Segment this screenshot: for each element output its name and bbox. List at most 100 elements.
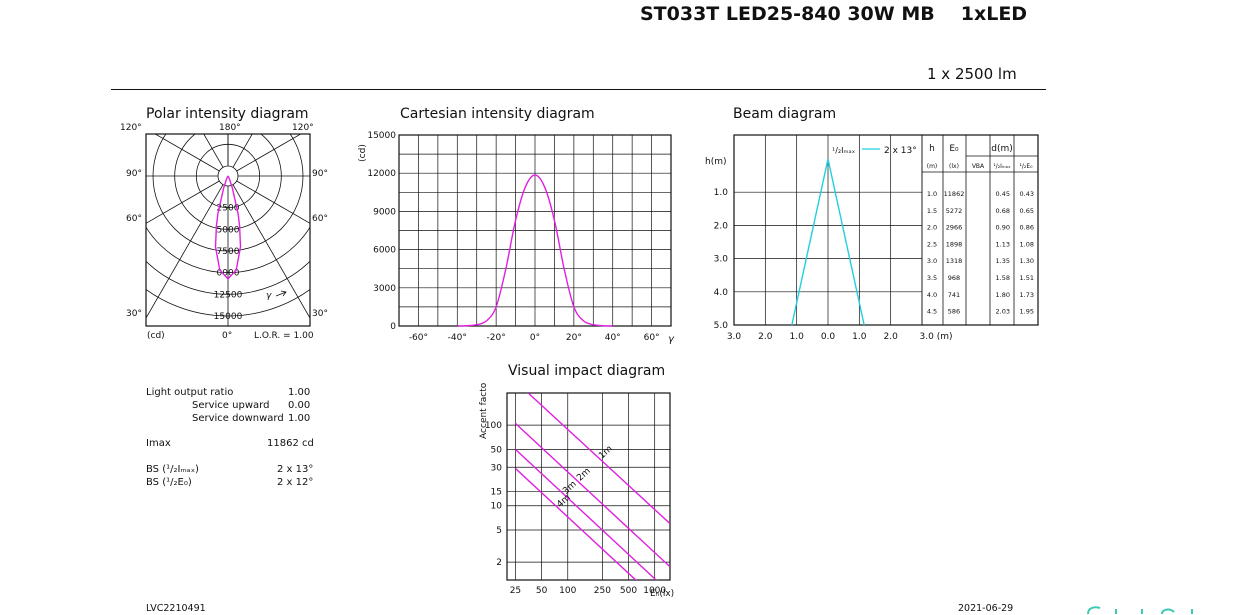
brand-logo-mark [1115,608,1193,615]
polar-angle-label: 120° [292,123,314,133]
brand-logo-mark [1087,606,1101,615]
beam-cone-lines [791,158,865,326]
beam-table-cell: 2966 [946,224,963,232]
visual-impact-x-tick-label: 250 [594,586,611,596]
beam-y-tick-label: 3.0 [714,255,729,265]
product-name: ST033T LED25-840 30W MB [640,3,935,25]
visual-impact-y-tick-label: 30 [491,463,503,473]
visual-impact-series-line [514,422,670,568]
polar-angle-label: 30° [312,309,328,319]
polar-lor-label: L.O.R. = 1.00 [254,331,314,341]
polar-ring [146,288,310,317]
bs-imax-label: BS (¹/₂Iₘₐₓ) [146,464,199,475]
polar-angle-label: 180° [219,123,241,133]
imax-value: 11862 cd [267,438,314,449]
beam-table-cell: 1.13 [996,240,1010,248]
polar-radial-line [232,184,310,319]
beam-table-subheader: ¹/₂Iₘₐₓ [993,163,1011,170]
brand-logo [1082,600,1239,615]
cartesian-y-tick-label: 3000 [373,284,396,294]
led-count: 1xLED [960,3,1028,25]
beam-y-tick-label: 2.0 [714,221,729,231]
polar-radial-line [236,134,302,172]
beam-x-tick-label: 1.0 [790,332,805,342]
beam-table-cell: 0.90 [996,224,1010,232]
luminous-flux: 1 x 2500 lm [927,65,1017,83]
visual-impact-x-tick-label: 100 [559,586,576,596]
cartesian-y-label: (cd) [358,144,368,162]
beam-y-tick-label: 5.0 [714,321,729,331]
polar-intensity-diagram: 2500 5000 7500 0000 12500 15000 120° 180° 120… [120,123,328,341]
cartesian-frame [398,134,672,327]
beam-table-cell: 5272 [946,207,963,215]
lor-value: 1.00 [288,387,311,398]
beam-table-header: d(m) [991,144,1013,154]
beam-table-cell: 1898 [946,240,963,248]
visual-impact-x-label: Eₕ(lx) [650,589,674,599]
visual-impact-x-tick-label: 50 [536,586,548,596]
lor-label: Light output ratio [146,387,234,398]
beam-table-cell: 1.51 [1020,274,1034,282]
footer-code: LVC2210491 [146,603,206,614]
visual-impact-y-tick-label: 100 [485,421,502,431]
bs-e0-value: 2 x 12° [277,477,314,488]
bs-imax-value: 2 x 13° [277,464,314,475]
beam-table-cell: 3.5 [927,274,937,282]
cartesian-intensity-diagram: -60° -40° -20° 0° 20° 40° 60° 0 3000 6000 9000 1200… [358,131,675,345]
imax-label: Imax [146,438,171,449]
beam-table-header: h [929,144,935,154]
beam-table-cell: 11862 [944,190,965,198]
beam-table-cell: 4.0 [927,291,937,299]
visual-impact-title: Visual impact diagram [508,363,666,379]
polar-angle-label: 30° [126,309,142,319]
polar-title: Polar intensity diagram [146,106,309,122]
beam-table-cell: 3.0 [927,257,937,265]
upward-value: 0.00 [288,400,311,411]
visual-impact-frame [506,392,671,581]
visual-impact-series-line [514,448,658,580]
visual-impact-series-line [527,393,670,525]
cartesian-x-tick-label: 20° [566,333,582,343]
polar-unit-label: (cd) [147,331,165,341]
polar-angle-label: 120° [120,123,142,133]
beam-diagram: 3.0 2.0 1.0 0.0 1.0 2.0 3.0 (m) 1.0 2.0 3.0 4.0 5.0… [705,134,1039,342]
beam-table-cell: 1.80 [996,291,1010,299]
polar-angle-label: 90° [126,169,142,179]
visual-impact-x-tick-label: 25 [510,586,521,596]
beam-legend-value: 2 x 13° [884,146,917,156]
cartesian-y-tick-label: 0 [390,322,396,332]
cartesian-x-tick-label: 40° [605,333,621,343]
beam-table-cell: 2.0 [927,224,937,232]
header-divider [111,89,1046,90]
beam-table-cell: 1.0 [927,190,937,198]
beam-x-tick-label: 2.0 [884,332,899,342]
beam-table-cell: 1.58 [996,274,1010,282]
polar-ring-label: 12500 [214,290,243,300]
polar-radial-line [154,134,220,172]
polar-intensity-curve [214,175,242,280]
cartesian-x-tick-label: -60° [409,333,428,343]
beam-x-tick-label: 3.0 [727,332,742,342]
beam-table-cell: 1.73 [1020,291,1034,299]
polar-ring-label: 5000 [217,225,240,235]
visual-impact-y-label: Accent factor [479,383,489,439]
upward-label: Service upward [192,400,270,411]
beam-y-tick-label: 1.0 [714,188,729,198]
polar-radial-line [146,184,224,319]
polar-ring-label: 0000 [217,269,240,279]
beam-table-cell: 1.35 [996,257,1010,265]
polar-ring-label: 7500 [217,247,240,257]
cartesian-intensity-curve [457,174,613,327]
gamma-arrow-icon [275,290,287,297]
beam-y-tick-label: 4.0 [714,288,729,298]
cartesian-x-label: γ [668,334,675,345]
beam-table-cell: 0.86 [1020,224,1034,232]
beam-table-cell: 1.5 [927,207,937,215]
visual-impact-x-tick-label: 500 [620,586,637,596]
beam-title: Beam diagram [733,106,837,122]
beam-table-cell: 0.45 [996,190,1010,198]
beam-x-tick-label: 0.0 [821,332,836,342]
polar-zero-label: 0° [222,331,232,341]
polar-ring-label: 15000 [214,312,243,322]
